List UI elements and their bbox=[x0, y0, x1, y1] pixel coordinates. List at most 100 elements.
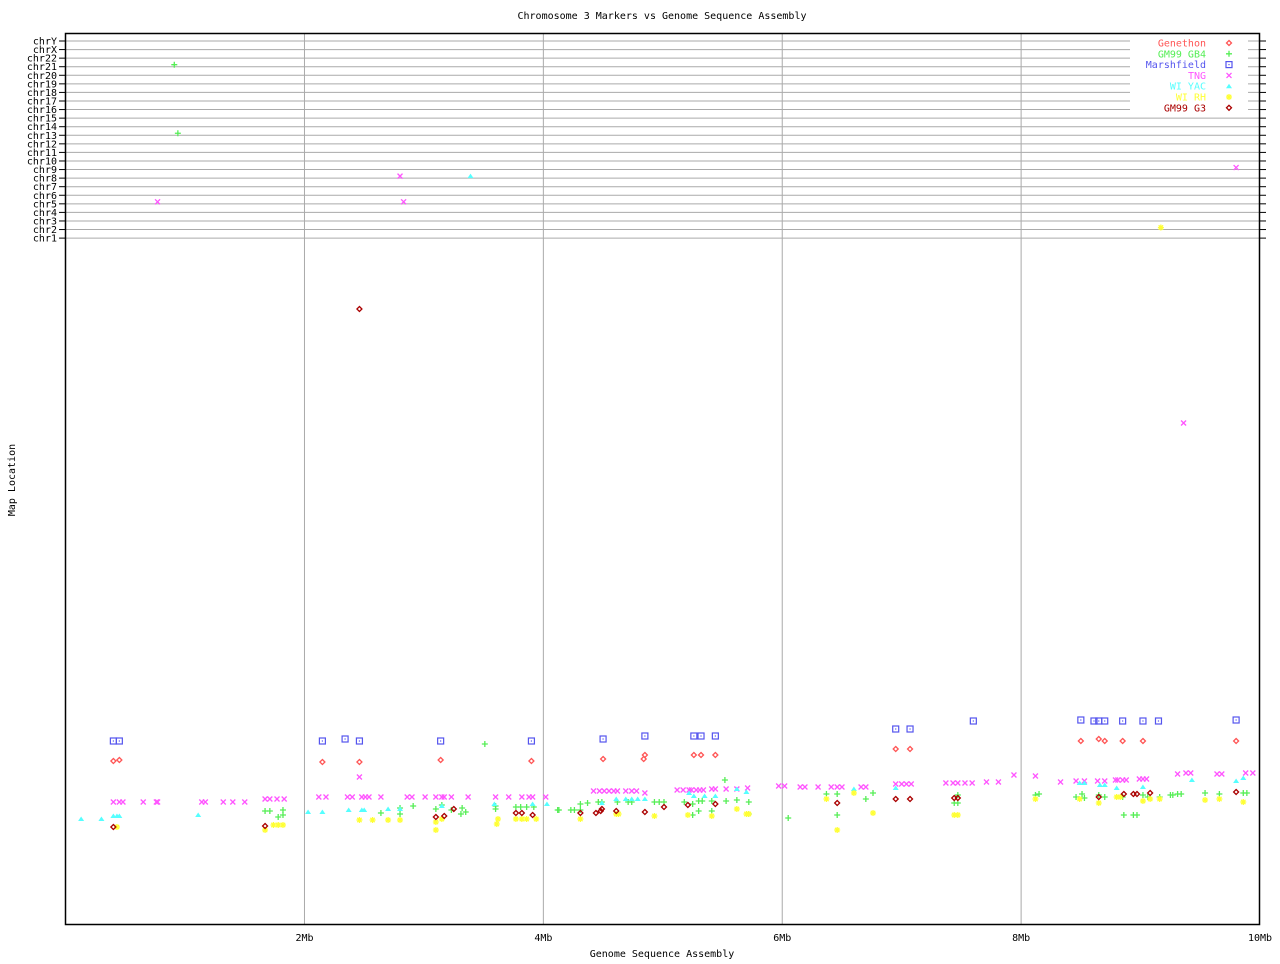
data-point bbox=[1101, 778, 1108, 784]
data-point bbox=[744, 785, 751, 791]
x-icon bbox=[1114, 777, 1121, 783]
data-point bbox=[700, 787, 707, 793]
asterisk-icon bbox=[113, 824, 120, 830]
data-point bbox=[229, 799, 236, 805]
data-point bbox=[951, 812, 958, 818]
data-point bbox=[266, 808, 273, 814]
data-point bbox=[711, 732, 719, 740]
x-icon bbox=[908, 781, 915, 787]
data-point bbox=[954, 780, 961, 786]
data-point bbox=[1081, 780, 1088, 785]
diamond-icon bbox=[612, 807, 620, 815]
data-point bbox=[598, 805, 606, 813]
square-icon bbox=[1101, 717, 1109, 725]
square-dot bbox=[693, 735, 695, 737]
data-point bbox=[1139, 792, 1146, 798]
data-point bbox=[1079, 791, 1086, 797]
asterisk-icon bbox=[1117, 794, 1124, 800]
x-icon bbox=[781, 783, 788, 789]
data-point bbox=[815, 784, 822, 790]
square-dot bbox=[1098, 720, 1100, 722]
data-point bbox=[465, 794, 472, 800]
diamond-icon bbox=[518, 809, 526, 817]
triangle-icon bbox=[641, 796, 648, 801]
asterisk-icon bbox=[823, 796, 830, 802]
data-point bbox=[361, 807, 368, 812]
x-icon bbox=[839, 784, 845, 790]
x-icon bbox=[315, 794, 322, 800]
data-point bbox=[743, 789, 750, 794]
data-point bbox=[529, 811, 537, 819]
diamond-icon bbox=[356, 305, 363, 313]
square-icon bbox=[1119, 717, 1127, 725]
data-point bbox=[345, 807, 352, 812]
data-point bbox=[712, 786, 719, 792]
data-point bbox=[527, 757, 535, 765]
x-icon bbox=[119, 799, 126, 805]
data-point bbox=[954, 812, 961, 818]
data-point bbox=[1146, 789, 1154, 797]
square-dot bbox=[1228, 64, 1230, 66]
triangle-icon bbox=[1101, 782, 1108, 787]
chromosome-label: chr8 bbox=[33, 174, 57, 185]
x-axis-label: Genome Sequence Assembly bbox=[590, 949, 735, 960]
x-icon bbox=[140, 799, 147, 805]
data-point bbox=[1120, 812, 1127, 818]
x-icon bbox=[950, 780, 956, 786]
data-point bbox=[892, 745, 900, 753]
plus-icon bbox=[481, 741, 488, 747]
diamond-icon bbox=[318, 758, 326, 766]
square-dot bbox=[972, 720, 974, 722]
data-point bbox=[1202, 797, 1209, 803]
chromosome-label: chr14 bbox=[27, 122, 57, 133]
diamond-icon bbox=[1101, 737, 1109, 745]
data-point bbox=[512, 816, 519, 822]
asterisk-icon bbox=[432, 827, 439, 833]
x-icon bbox=[797, 784, 804, 790]
diamond-icon bbox=[1095, 793, 1103, 801]
x-icon bbox=[448, 794, 455, 800]
data-point bbox=[690, 793, 697, 798]
data-point bbox=[109, 737, 117, 745]
data-point bbox=[1076, 780, 1083, 785]
data-point bbox=[1101, 737, 1109, 745]
x-icon bbox=[1187, 770, 1194, 776]
plus-icon bbox=[577, 801, 584, 807]
plus-icon bbox=[279, 812, 286, 818]
data-point bbox=[598, 800, 605, 805]
data-point bbox=[622, 796, 629, 801]
triangle-icon bbox=[628, 796, 635, 801]
x-icon bbox=[377, 794, 384, 800]
plus-icon bbox=[555, 807, 562, 813]
asterisk-icon bbox=[684, 812, 691, 818]
diamond-icon bbox=[1133, 790, 1141, 798]
data-point bbox=[1216, 796, 1223, 802]
x-icon bbox=[1249, 770, 1256, 776]
square-dot bbox=[112, 740, 114, 742]
legend-marker bbox=[1226, 94, 1232, 100]
x-icon bbox=[1101, 778, 1108, 784]
data-point bbox=[140, 799, 147, 805]
x-icon bbox=[542, 794, 549, 800]
x-icon bbox=[154, 198, 161, 205]
data-point bbox=[850, 786, 857, 791]
data-point bbox=[1094, 778, 1101, 784]
asterisk-icon bbox=[733, 806, 740, 812]
chromosome-label: chr4 bbox=[33, 208, 57, 219]
chromosome-label: chr21 bbox=[27, 62, 57, 73]
triangle-icon bbox=[195, 812, 202, 817]
data-point bbox=[481, 741, 488, 747]
x-icon bbox=[505, 794, 512, 800]
x-icon bbox=[674, 787, 681, 793]
square-dot bbox=[644, 735, 646, 737]
data-point bbox=[711, 800, 719, 808]
chromosome-label: chr1 bbox=[33, 234, 57, 245]
data-point bbox=[571, 807, 578, 813]
data-point bbox=[274, 796, 280, 802]
data-point bbox=[833, 799, 841, 807]
x-icon bbox=[712, 786, 719, 792]
data-point bbox=[681, 799, 688, 805]
data-point bbox=[1240, 775, 1247, 780]
plus-icon bbox=[1079, 791, 1086, 797]
x-icon bbox=[356, 774, 363, 780]
